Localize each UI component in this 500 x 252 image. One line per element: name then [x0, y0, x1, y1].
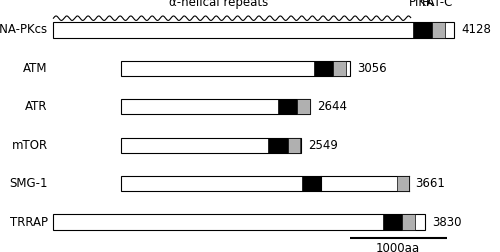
Text: 2644: 2644 [317, 100, 347, 113]
Text: PIKK: PIKK [408, 0, 434, 9]
Text: 2549: 2549 [308, 139, 338, 152]
Text: 3661: 3661 [416, 177, 446, 190]
Bar [302, 176, 322, 191]
Bar [314, 61, 333, 76]
Text: mTOR: mTOR [12, 139, 48, 152]
Bar [278, 99, 297, 114]
Bar [122, 99, 310, 114]
Text: 4128: 4128 [461, 23, 491, 37]
Bar [397, 176, 408, 191]
Text: 1000aa: 1000aa [376, 242, 420, 252]
Bar [268, 138, 288, 153]
Text: 3830: 3830 [432, 215, 462, 229]
Text: DNA-PKcs: DNA-PKcs [0, 23, 48, 37]
Bar [54, 22, 454, 38]
Bar [333, 61, 345, 76]
Text: TRRAP: TRRAP [10, 215, 48, 229]
Bar [412, 22, 432, 38]
Text: ATM: ATM [23, 62, 48, 75]
Bar [297, 99, 310, 114]
Bar [122, 138, 301, 153]
Bar [402, 214, 414, 230]
Text: α-helical repeats: α-helical repeats [169, 0, 268, 9]
Bar [288, 138, 300, 153]
Text: ATR: ATR [25, 100, 48, 113]
Bar [122, 176, 322, 191]
Bar [432, 22, 444, 38]
Bar [122, 61, 350, 76]
Text: FAT-C: FAT-C [422, 0, 454, 9]
Text: 3056: 3056 [357, 62, 386, 75]
Text: SMG-1: SMG-1 [9, 177, 48, 190]
Bar [54, 214, 425, 230]
Bar [382, 214, 402, 230]
